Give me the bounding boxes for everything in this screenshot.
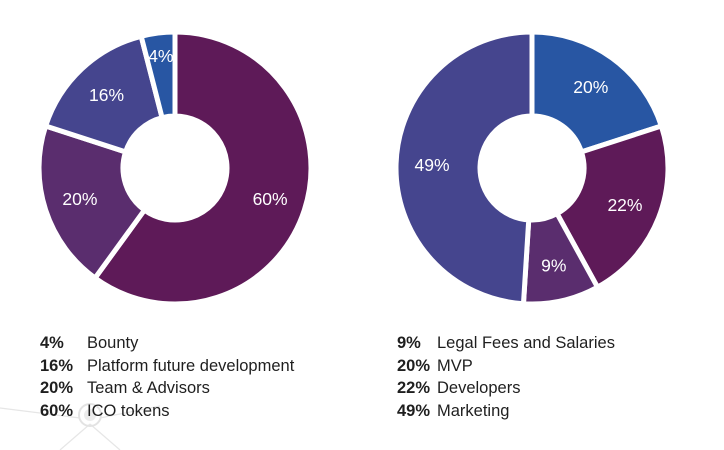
donut-slice-mvp xyxy=(529,29,665,156)
legend-label: Marketing xyxy=(437,401,510,420)
legend-item: 49% Marketing xyxy=(397,400,615,423)
legend-label: ICO tokens xyxy=(87,401,170,420)
slice-label: 20% xyxy=(62,189,97,209)
legend-percent: 4% xyxy=(40,334,64,352)
donut-slice-platform-future-development xyxy=(42,33,166,156)
donut-chart-2: 20% 22% 9% 49% xyxy=(393,29,671,307)
legend-item: 60% ICO tokens xyxy=(40,400,294,423)
slice-label: 4% xyxy=(148,46,173,66)
decorative-network-icon xyxy=(0,403,161,450)
slice-label: 49% xyxy=(415,155,450,175)
legend-item: 22% Developers xyxy=(397,377,615,400)
legend-item: 20% MVP xyxy=(397,355,615,378)
legend-percent: 16% xyxy=(40,356,74,375)
slice-label: 16% xyxy=(89,85,124,105)
legend-item: 20% Team & Advisors xyxy=(40,377,294,400)
legend-percent: 22% xyxy=(397,379,431,397)
legend-label: MVP xyxy=(437,356,473,375)
legend-percent: 9% xyxy=(397,334,421,352)
donut-chart-1: 60% 20% 16% 4% xyxy=(36,29,314,307)
donut-charts: 60% 20% 16% 4% 20% 22% 9% 49% xyxy=(36,29,671,307)
legend-percent: 60% xyxy=(40,401,74,420)
legend-label: Team & Advisors xyxy=(87,379,210,397)
legend-percent: 20% xyxy=(397,356,431,375)
slice-label: 9% xyxy=(541,256,566,276)
donut-slice-team-advisors xyxy=(36,122,148,282)
donut-slice-bounty xyxy=(138,29,178,121)
legend-label: Legal Fees and Salaries xyxy=(437,334,615,352)
donut-slice-developers xyxy=(553,122,671,291)
legend-label: Bounty xyxy=(87,334,139,352)
legend-percent: 49% xyxy=(397,401,431,420)
slice-label: 60% xyxy=(253,189,288,209)
legend-percent: 20% xyxy=(40,379,74,397)
legend-item: 4% Bounty xyxy=(40,332,294,355)
donut-slice-ico-tokens xyxy=(91,29,314,307)
slice-label: 22% xyxy=(607,195,642,215)
legend-item: 9% Legal Fees and Salaries xyxy=(397,332,615,355)
legend-label: Developers xyxy=(437,379,521,397)
legend-right: 9% Legal Fees and Salaries 20% MVP 22% Develo… xyxy=(397,332,615,422)
legend-left: 4% Bounty 16% Platform future development 20… xyxy=(40,332,294,422)
donut-slice-marketing xyxy=(393,29,535,307)
slice-label: 20% xyxy=(573,77,608,97)
legend-label: Platform future development xyxy=(87,356,295,375)
legend-item: 16% Platform future development xyxy=(40,355,294,378)
